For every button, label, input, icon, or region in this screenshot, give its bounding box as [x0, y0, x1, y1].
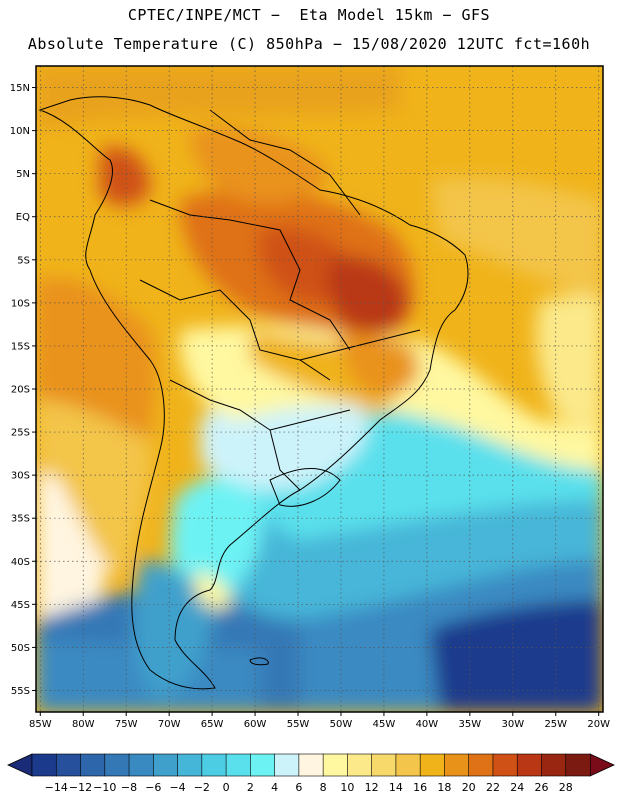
colorbar-label: 8: [320, 781, 327, 794]
colorbar-swatch: [80, 753, 106, 777]
colorbar-swatch: [565, 753, 591, 777]
colorbar-swatch: [298, 753, 324, 777]
lon-label: 40W: [416, 719, 439, 730]
colorbar-label: 22: [486, 781, 500, 794]
colorbar-swatch: [177, 753, 203, 777]
colorbar: −14 −12 −10 −8 −6 −4 −2 0 2 4 6 8 10 12 14 16 18 20 22 24 26…: [7, 753, 615, 794]
lat-label: 35S: [11, 514, 30, 525]
colorbar-swatch: [201, 753, 227, 777]
colorbar-swatch: [274, 753, 300, 777]
colorbar-label: 2: [247, 781, 254, 794]
colorbar-swatch: [55, 753, 82, 777]
colorbar-swatch: [468, 753, 494, 777]
colorbar-label: 16: [413, 781, 427, 794]
lagoon-outline: [269, 467, 341, 507]
lon-label: 50W: [330, 719, 353, 730]
colorbar-label: −2: [194, 781, 210, 794]
colorbar-swatch: [444, 753, 470, 777]
colorbar-swatch: [153, 753, 179, 777]
colorbar-swatch: [419, 753, 446, 777]
colorbar-right-arrow: [589, 753, 615, 777]
lat-label: 5S: [17, 255, 30, 266]
chart-title-line1: CPTEC/INPE/MCT − Eta Model 15km − GFS: [127, 6, 491, 24]
colorbar-label: −4: [169, 781, 185, 794]
border-line: [169, 379, 301, 491]
colorbar-label: −14: [45, 781, 68, 794]
border-line: [299, 329, 421, 361]
colorbar-label: −10: [93, 781, 116, 794]
south-america-outline: [38, 96, 469, 690]
colorbar-label: 26: [534, 781, 548, 794]
lon-label: 55W: [287, 719, 310, 730]
lat-label: 10N: [10, 126, 30, 137]
lon-label: 80W: [72, 719, 95, 730]
colorbar-label: −6: [145, 781, 161, 794]
lat-label: 15N: [10, 83, 30, 94]
lon-label: 35W: [459, 719, 482, 730]
colorbar-label: −12: [69, 781, 92, 794]
lat-label: 25S: [11, 428, 30, 439]
lat-label: EQ: [16, 212, 30, 223]
colorbar-swatch: [492, 753, 518, 777]
lat-label: 10S: [11, 298, 30, 309]
colorbar-label: 18: [437, 781, 451, 794]
graticule: [32, 66, 603, 716]
colorbar-label: 4: [271, 781, 278, 794]
lon-label: 45W: [373, 719, 396, 730]
colorbar-label: 0: [223, 781, 230, 794]
plot-frame: [35, 65, 604, 713]
longitude-labels: 85W 80W 75W 70W 65W 60W 55W 50W 45W 40W 35W 30W 25W 2…: [29, 719, 610, 730]
island-outline: [249, 657, 269, 666]
border-line: [269, 409, 351, 431]
colorbar-swatch: [347, 753, 373, 777]
colorbar-swatch: [31, 753, 57, 777]
colorbar-label: 14: [389, 781, 403, 794]
colorbar-label: −8: [121, 781, 137, 794]
lat-label: 20S: [11, 385, 30, 396]
colorbar-label: 12: [365, 781, 379, 794]
lat-label: 45S: [11, 600, 30, 611]
colorbar-swatch: [128, 753, 154, 777]
colorbar-swatch: [322, 753, 348, 777]
lat-label: 30S: [11, 471, 30, 482]
lat-label: 55S: [11, 686, 30, 697]
colorbar-swatch: [395, 753, 421, 777]
colorbar-left-arrow: [7, 753, 33, 777]
lon-label: 20W: [587, 719, 610, 730]
colorbar-label: 24: [510, 781, 524, 794]
colorbar-swatch: [516, 753, 543, 777]
colorbar-swatch: [104, 753, 130, 777]
lat-label: 15S: [11, 341, 30, 352]
colorbar-swatch: [541, 753, 567, 777]
lon-label: 65W: [201, 719, 224, 730]
lat-label: 50S: [11, 643, 30, 654]
colorbar-label: 10: [340, 781, 354, 794]
colorbar-swatch: [371, 753, 397, 777]
lon-label: 30W: [501, 719, 524, 730]
colorbar-swatch: [250, 753, 276, 777]
lon-label: 60W: [244, 719, 267, 730]
lon-label: 85W: [29, 719, 52, 730]
colorbar-label: 28: [559, 781, 573, 794]
border-line: [149, 199, 351, 351]
lon-label: 70W: [158, 719, 181, 730]
colorbar-swatch: [225, 753, 251, 777]
colorbar-label: 20: [462, 781, 476, 794]
latitude-labels: 15N 10N 5N EQ 5S 10S 15S 20S 25S 30S 35S 40S 45S 50S 5…: [10, 83, 30, 697]
border-line: [209, 109, 361, 216]
colorbar-label: 6: [295, 781, 302, 794]
lon-label: 25W: [544, 719, 567, 730]
lat-label: 5N: [16, 169, 30, 180]
coastline: [38, 96, 469, 690]
chart-title-line2: Absolute Temperature (C) 850hPa − 15/08/…: [27, 35, 591, 53]
lat-label: 40S: [11, 557, 30, 568]
lon-label: 75W: [115, 719, 138, 730]
